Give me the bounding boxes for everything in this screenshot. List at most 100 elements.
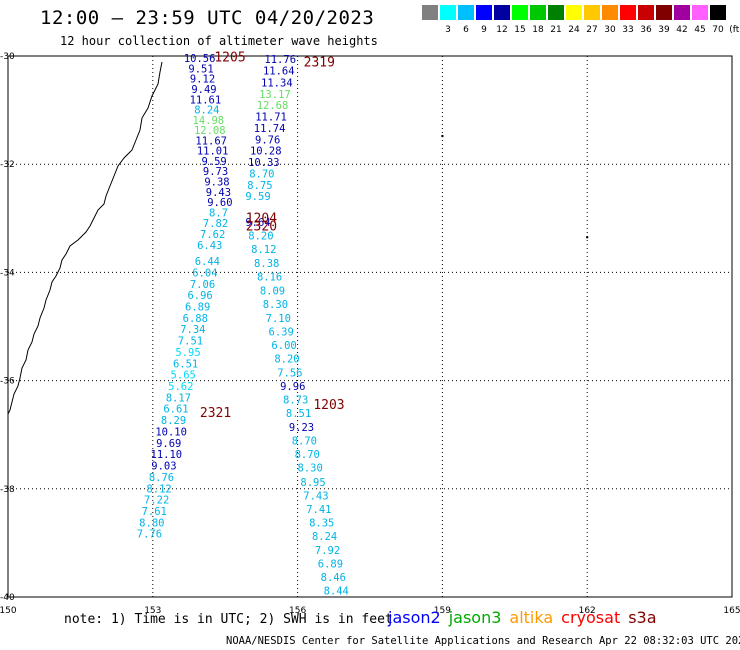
swh-value: 11.01 [197, 146, 229, 158]
swh-value: 5.65 [171, 370, 196, 382]
swh-value: 11.76 [264, 54, 296, 66]
pass-time-label: 1205 [214, 51, 245, 66]
swh-value: 7.61 [142, 506, 167, 518]
swh-value: 9.03 [151, 461, 176, 473]
swh-value: 8.35 [309, 517, 334, 529]
swh-value: 8.46 [321, 572, 346, 584]
swh-value: 9.73 [203, 166, 228, 178]
x-tick-label: 159 [434, 606, 451, 616]
y-tick-label: -36 [0, 377, 15, 387]
swh-value: 8.24 [312, 531, 337, 543]
swh-value: 12.68 [257, 100, 289, 112]
legend-label: 70 [712, 25, 724, 35]
swh-value: 8.44 [324, 586, 349, 598]
swh-value: 8.29 [161, 415, 186, 427]
swh-value: 8.09 [260, 285, 285, 297]
swh-value: 5.95 [175, 347, 200, 359]
mission-label: altika [509, 608, 554, 627]
legend-label: 15 [514, 25, 526, 35]
legend-swatch [656, 5, 672, 20]
swh-value: 7.92 [315, 545, 340, 557]
pass-time-label: 2321 [200, 406, 231, 421]
swh-value: 9.59 [201, 156, 226, 168]
swh-value: 8.95 [300, 477, 325, 489]
pass-time-label: 1203 [313, 398, 344, 413]
footer-credit: NOAA/NESDIS Center for Satellite Applica… [226, 635, 740, 647]
swh-value: 6.39 [269, 326, 294, 338]
swh-value: 8.20 [248, 231, 273, 243]
swh-value: 6.88 [183, 313, 208, 325]
pass-time-label: 2320 [246, 219, 277, 234]
swh-value: 8.70 [295, 449, 320, 461]
x-tick-label: 153 [144, 606, 161, 616]
swh-value: 10.33 [248, 157, 280, 169]
swh-value: 8.70 [292, 436, 317, 448]
plot-frame [7, 55, 733, 598]
legend-label: 27 [586, 25, 598, 35]
y-tick-label: -40 [0, 593, 15, 603]
chart-subtitle: 12 hour collection of altimeter wave hei… [60, 34, 378, 48]
legend-label: 21 [550, 25, 562, 35]
swh-value: 7.10 [266, 313, 291, 325]
legend-label: 42 [676, 25, 688, 35]
swh-value: 8.17 [166, 392, 191, 404]
legend-swatch [566, 5, 582, 20]
legend-label: 12 [496, 25, 508, 35]
swh-value: 9.49 [191, 84, 216, 96]
swh-value: 7.22 [144, 495, 169, 507]
swh-value: 6.00 [271, 340, 296, 352]
legend-swatch [458, 5, 474, 20]
swh-value: 11.71 [255, 112, 287, 124]
legend-swatch [674, 5, 690, 20]
swh-value: 8.80 [139, 517, 164, 529]
legend-label: 9 [481, 25, 487, 35]
mission-label: cryosat [561, 608, 621, 627]
legend-swatch [548, 5, 564, 20]
legend-label: 6 [463, 25, 469, 35]
legend-swatch [440, 5, 456, 20]
swh-value: 12.08 [194, 125, 226, 137]
pass-time-label: 2319 [304, 55, 335, 70]
swh-value: 7.56 [277, 367, 302, 379]
swh-value: 8.51 [286, 408, 311, 420]
swh-value: 9.38 [204, 177, 229, 189]
swh-value: 10.10 [155, 426, 187, 438]
mission-legend: jason2 jason3 altika cryosat s3a [388, 608, 665, 627]
legend-swatch [512, 5, 528, 20]
swh-value: 8.70 [249, 168, 274, 180]
x-tick-label: 165 [723, 606, 740, 616]
swh-value: 7.06 [190, 279, 215, 291]
swh-value: 8.75 [247, 180, 272, 192]
swh-value: 8.20 [274, 353, 299, 365]
chart-title: 12:00 – 23:59 UTC 04/20/2023 [40, 7, 375, 29]
swh-value: 6.51 [173, 358, 198, 370]
island-dot [586, 236, 589, 239]
x-tick-label: 150 [0, 606, 17, 616]
mission-label: s3a [628, 608, 657, 627]
legend-swatch [584, 5, 600, 20]
legend-unit: (ft) [729, 25, 740, 35]
swh-value: 8.73 [283, 395, 308, 407]
swh-value: 6.89 [318, 558, 343, 570]
swh-value: 9.23 [289, 422, 314, 434]
legend-swatch [494, 5, 510, 20]
pass-time-label: 1204 [246, 211, 277, 226]
swh-value: 7.41 [306, 504, 331, 516]
swh-value: 9.64 [245, 217, 270, 229]
legend-swatch [602, 5, 618, 20]
swh-value: 7.34 [180, 324, 205, 336]
island-dot [441, 134, 444, 138]
swh-value: 8.7 [209, 207, 228, 219]
swh-value: 14.98 [193, 115, 225, 127]
swh-value: 10.56 [184, 53, 216, 65]
legend-label: 39 [658, 25, 670, 35]
swh-value: 5.62 [168, 381, 193, 393]
swh-value: 8.12 [146, 483, 171, 495]
footer-note: note: 1) Time is in UTC; 2) SWH is in fe… [64, 612, 393, 627]
mission-label: jason2 [388, 608, 441, 627]
swh-value: 10.28 [250, 146, 282, 158]
swh-value: 8.76 [149, 472, 174, 484]
swh-value: 6.96 [187, 290, 212, 302]
